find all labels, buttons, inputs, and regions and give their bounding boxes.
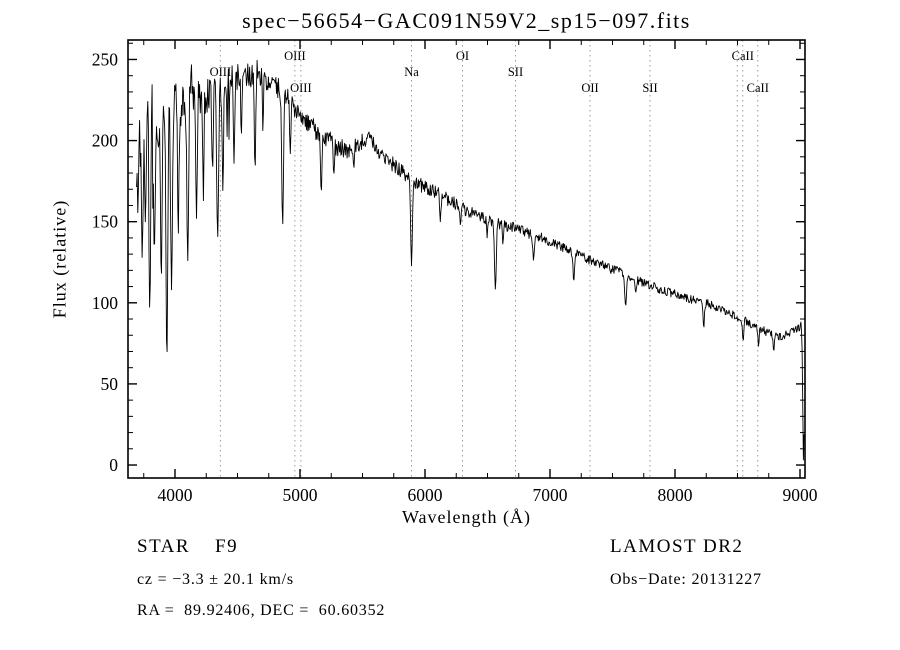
survey-text: LAMOST DR2 [610,536,744,557]
spectral-line-label: OIII [210,65,232,79]
y-tick-label: 100 [92,293,119,313]
y-tick-label: 150 [92,212,119,232]
x-tick-label: 5000 [283,485,318,505]
x-tick-label: 9000 [783,485,818,505]
x-tick-label: 4000 [158,485,193,505]
spectral-line-label: CaII [747,81,769,95]
spectral-line-label: SII [508,65,523,79]
x-tick-label: 6000 [408,485,443,505]
spectral-line-label: OI [456,49,469,63]
spectral-line-label: OIII [290,81,312,95]
x-tick-label: 7000 [533,485,568,505]
plot-frame [127,39,806,479]
spectrum-line [136,59,805,461]
spectral-line-label: OIII [284,49,306,63]
x-tick-label: 8000 [658,485,693,505]
y-tick-label: 0 [109,455,118,475]
object-type-text: STAR F9 [137,536,239,557]
cz-velocity-text: cz = −3.3 ± 20.1 km/s [137,571,294,588]
plot-title: spec−56654−GAC091N59V2_sp15−097.fits [242,8,691,33]
y-tick-label: 200 [92,131,119,151]
obs-date-text: Obs−Date: 20131227 [610,571,762,588]
spectral-line-label: CaII [732,49,754,63]
y-tick-label: 50 [101,374,119,394]
spectral-line-label: SII [642,81,657,95]
spectral-line-label: OII [581,81,598,95]
y-tick-label: 250 [92,49,119,69]
x-axis-label: Wavelength (Å) [401,507,531,527]
spectral-line-label: Na [404,65,419,79]
ra-dec-text: RA = 89.92406, DEC = 60.60352 [137,602,386,619]
